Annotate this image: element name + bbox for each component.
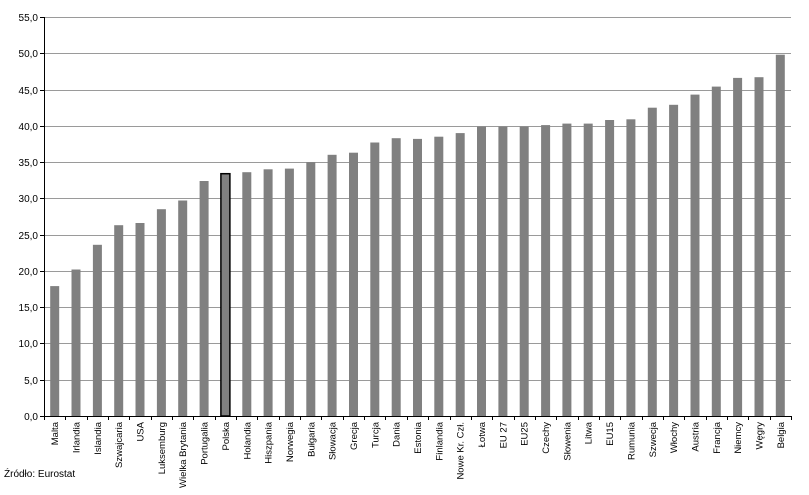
x-category-label: Węgry — [754, 422, 765, 450]
axes — [40, 17, 792, 420]
x-category-label: Hiszpania — [264, 421, 275, 463]
bar-węgry — [754, 77, 764, 416]
bar-łotwa — [477, 126, 486, 416]
y-tick-label: 25,0 — [19, 231, 39, 242]
x-category-label: Finlandia — [434, 421, 445, 460]
y-tick-label: 40,0 — [19, 122, 39, 133]
bar-belgia — [775, 54, 785, 416]
bar-luksemburg — [156, 209, 166, 416]
bar-eu-27 — [498, 126, 508, 416]
bar-portugalia — [199, 181, 209, 416]
x-category-label: Luksemburg — [157, 422, 168, 474]
y-tick-label: 0,0 — [24, 412, 38, 423]
bar-finlandia — [434, 136, 444, 416]
bar-litwa — [583, 123, 593, 416]
bar-szwajcaria — [114, 225, 124, 416]
bar-eu25 — [519, 126, 529, 416]
source-note: Źródło: Eurostat — [4, 469, 76, 480]
bar-włochy — [669, 104, 679, 417]
x-category-label: Czechy — [541, 422, 552, 454]
x-category-label: Słowenia — [562, 421, 573, 460]
x-category-label: EU 27 — [498, 422, 509, 448]
bar-wielka-brytania — [178, 200, 188, 416]
bars — [50, 54, 785, 417]
bar-irlandia — [71, 269, 81, 416]
x-category-label: Turcja — [370, 421, 381, 448]
x-category-labels: Malta Irlandia Islandia Szwajcaria USA Luksem… — [50, 421, 787, 488]
y-tick-label: 30,0 — [19, 194, 39, 205]
bar-norwegia — [284, 168, 294, 416]
bar-malta — [50, 286, 60, 416]
x-category-label: Litwa — [584, 421, 595, 444]
x-category-label: Malta — [50, 421, 61, 445]
x-category-label: Łotwa — [477, 421, 488, 447]
x-category-label: EU15 — [605, 422, 616, 446]
x-category-label: Niemcy — [733, 422, 744, 454]
x-category-label: Bułgaria — [306, 421, 317, 457]
bar-austria — [690, 94, 700, 416]
bar-niemcy — [733, 77, 743, 417]
bar-hiszpania — [263, 169, 273, 416]
x-category-label: Słowacja — [328, 421, 339, 460]
bar-estonia — [413, 138, 422, 416]
x-category-label: Wielka Brytania — [178, 421, 189, 488]
x-category-label: Szwajcaria — [114, 421, 125, 468]
x-category-label: Austria — [690, 421, 701, 451]
x-category-label: Rumunia — [626, 421, 637, 460]
bar-francja — [711, 86, 721, 416]
x-category-label: Nowe Kr. Czł. — [456, 422, 467, 480]
x-category-label: Dania — [392, 421, 403, 447]
y-tick-label: 15,0 — [19, 303, 39, 314]
bar-szwecja — [647, 107, 657, 416]
x-category-label: Francja — [712, 421, 723, 453]
bar-grecja — [349, 152, 358, 416]
x-category-label: Belgia — [776, 421, 787, 448]
bar-nowe-kr-czł- — [455, 133, 465, 416]
bar-turcja — [370, 142, 380, 416]
y-tick-label: 20,0 — [19, 267, 39, 278]
y-tick-label: 5,0 — [24, 376, 38, 387]
x-category-label: Irlandia — [72, 421, 83, 453]
bar-rumunia — [626, 119, 636, 417]
x-category-label: Islandia — [93, 421, 104, 454]
x-category-label: Szwecja — [648, 421, 659, 457]
bar-polska — [220, 172, 231, 417]
x-category-label: Włochy — [669, 422, 680, 453]
bar-usa — [135, 223, 145, 416]
y-tick-label: 35,0 — [19, 158, 39, 169]
x-category-label: Norwegia — [285, 421, 296, 462]
bar-dania — [391, 138, 401, 416]
x-category-label: USA — [136, 421, 147, 441]
x-category-label: EU25 — [520, 422, 531, 446]
bar-islandia — [92, 244, 102, 416]
bar-słowacja — [327, 154, 337, 417]
y-tick-labels: 0,0 5,0 10,0 15,0 20,0 25,0 30,0 35,0 40,0 45,0 50… — [19, 13, 39, 423]
y-tick-label: 45,0 — [19, 86, 39, 97]
x-category-label: Portugalia — [200, 421, 211, 464]
x-category-label: Holandia — [242, 421, 253, 459]
bar-czechy — [541, 125, 551, 416]
x-category-label: Estonia — [413, 421, 424, 453]
y-tick-label: 50,0 — [19, 49, 39, 60]
bar-eu15 — [605, 120, 615, 416]
y-tick-label: 10,0 — [19, 339, 39, 350]
bar-holandia — [242, 172, 252, 416]
bar-bułgaria — [306, 162, 316, 416]
x-category-label: Grecja — [349, 421, 360, 450]
x-category-label: Polska — [221, 421, 232, 450]
bar-słowenia — [562, 123, 572, 416]
y-tick-label: 55,0 — [19, 13, 39, 24]
